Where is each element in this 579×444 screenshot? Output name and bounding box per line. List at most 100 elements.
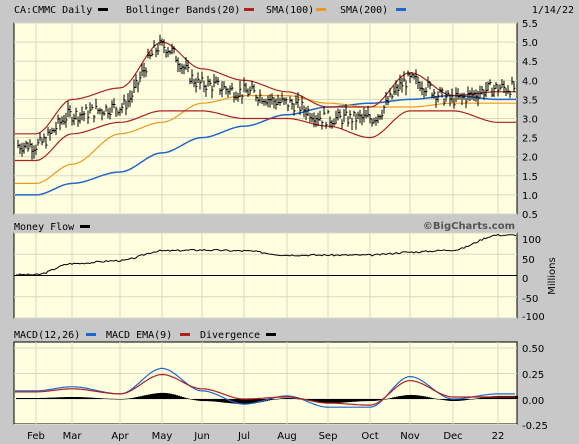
divergence-bar bbox=[278, 398, 280, 400]
divergence-bar bbox=[316, 399, 318, 402]
divergence-bar bbox=[152, 393, 154, 399]
mf-tick-0: 0 bbox=[522, 274, 528, 285]
divergence-bar bbox=[176, 395, 178, 399]
divergence-bar bbox=[398, 396, 400, 399]
divergence-bar bbox=[312, 399, 314, 402]
divergence-bar bbox=[100, 398, 102, 399]
divergence-bar bbox=[104, 398, 106, 399]
divergence-bar bbox=[368, 399, 370, 402]
divergence-bar bbox=[374, 399, 376, 401]
divergence-bar bbox=[466, 399, 468, 400]
divergence-bar bbox=[54, 397, 56, 399]
divergence-bar bbox=[488, 396, 490, 399]
money-flow-units-label: Millions bbox=[547, 257, 558, 294]
divergence-bar bbox=[166, 393, 168, 399]
divergence-bar bbox=[390, 398, 392, 399]
price-tick: 4.0 bbox=[522, 76, 538, 87]
divergence-bar bbox=[190, 399, 192, 400]
divergence-bar bbox=[216, 399, 218, 402]
legend-sma200-label: SMA(200) bbox=[340, 5, 388, 16]
divergence-bar bbox=[364, 399, 366, 402]
divergence-bar bbox=[206, 399, 208, 402]
legend-bollinger-label: Bollinger Bands(20) bbox=[126, 5, 240, 16]
divergence-bar bbox=[338, 399, 340, 403]
divergence-bar bbox=[426, 396, 428, 399]
x-tick-label: Nov bbox=[400, 431, 420, 442]
divergence-bar bbox=[132, 397, 134, 399]
divergence-bar bbox=[320, 399, 322, 403]
divergence-bar bbox=[256, 399, 258, 403]
divergence-bar bbox=[202, 399, 204, 401]
divergence-bar bbox=[272, 399, 274, 400]
divergence-bar bbox=[452, 399, 454, 401]
divergence-bar bbox=[140, 396, 142, 399]
divergence-bar bbox=[86, 397, 88, 399]
divergence-bar bbox=[70, 397, 72, 399]
divergence-bar bbox=[400, 395, 402, 399]
legend-sma100-label: SMA(100) bbox=[266, 5, 314, 16]
divergence-label: Divergence bbox=[200, 330, 260, 341]
divergence-bar bbox=[90, 397, 92, 399]
macd-tick-025: 0.25 bbox=[522, 370, 544, 381]
divergence-bar bbox=[474, 398, 476, 400]
divergence-bar bbox=[68, 397, 70, 399]
divergence-bar bbox=[358, 399, 360, 402]
divergence-bar bbox=[252, 399, 254, 404]
divergence-bar bbox=[44, 397, 46, 399]
price-layer bbox=[15, 34, 516, 196]
divergence-bar bbox=[298, 398, 300, 400]
divergence-bar bbox=[114, 398, 116, 400]
divergence-bar bbox=[26, 398, 28, 399]
divergence-bar bbox=[314, 399, 316, 402]
price-bars bbox=[17, 34, 516, 160]
divergence-bar bbox=[208, 399, 210, 402]
divergence-bar bbox=[290, 398, 292, 399]
divergence-bar bbox=[454, 399, 456, 401]
divergence-bar bbox=[210, 399, 212, 402]
divergence-bar bbox=[28, 398, 30, 399]
divergence-bar bbox=[226, 399, 228, 403]
divergence-bar bbox=[92, 397, 94, 399]
divergence-bar bbox=[116, 399, 118, 400]
divergence-bar bbox=[460, 399, 462, 401]
divergence-bar bbox=[440, 399, 442, 400]
x-tick-label: Apr bbox=[111, 431, 129, 442]
divergence-bar bbox=[472, 399, 474, 400]
divergence-bar bbox=[72, 397, 74, 399]
divergence-bar bbox=[204, 399, 206, 402]
divergence-bar bbox=[412, 395, 414, 399]
symbol-swatch bbox=[98, 8, 108, 11]
divergence-bar bbox=[20, 398, 22, 399]
x-tick-label: Feb bbox=[27, 431, 45, 442]
divergence-bar bbox=[384, 399, 386, 400]
price-tick: 0.5 bbox=[522, 210, 538, 221]
divergence-bar bbox=[280, 398, 282, 399]
divergence-bar bbox=[468, 399, 470, 400]
divergence-bar bbox=[418, 395, 420, 399]
divergence-bar bbox=[96, 398, 98, 399]
macd-layer bbox=[15, 367, 518, 408]
money-flow-layer bbox=[14, 233, 517, 276]
divergence-bar bbox=[336, 399, 338, 403]
divergence-bar bbox=[218, 399, 220, 402]
divergence-bar bbox=[244, 399, 246, 405]
divergence-bar bbox=[334, 399, 336, 403]
divergence-bar bbox=[138, 396, 140, 399]
divergence-bar bbox=[378, 399, 380, 401]
divergence-bar bbox=[250, 399, 252, 404]
divergence-bar bbox=[292, 398, 294, 399]
divergence-bar bbox=[360, 399, 362, 402]
divergence-bar bbox=[324, 399, 326, 403]
divergence-bar bbox=[76, 397, 78, 399]
mf-tick-neg100: -100 bbox=[522, 312, 545, 323]
divergence-bar bbox=[130, 398, 132, 399]
divergence-bar bbox=[42, 397, 44, 399]
divergence-bar bbox=[66, 397, 68, 399]
divergence-bar bbox=[422, 396, 424, 399]
divergence-bar bbox=[404, 395, 406, 399]
divergence-bar bbox=[128, 398, 130, 399]
price-tick: 3.5 bbox=[522, 95, 538, 106]
divergence-bar bbox=[386, 398, 388, 400]
divergence-bar bbox=[326, 399, 328, 403]
divergence-bar bbox=[228, 399, 230, 404]
